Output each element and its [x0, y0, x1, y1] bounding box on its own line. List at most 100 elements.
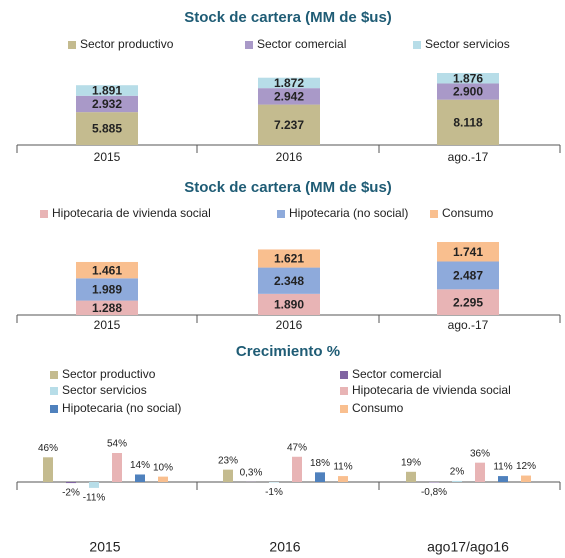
legend-label: Consumo — [352, 401, 404, 415]
bar-segment — [258, 249, 320, 268]
bar-segment — [258, 267, 320, 294]
data-label: 23% — [218, 455, 238, 466]
bar-segment — [258, 104, 320, 145]
data-label: 2.295 — [453, 295, 483, 309]
bar-segment — [76, 300, 138, 315]
bar — [406, 471, 416, 482]
x-tick-label: ago.-17 — [448, 150, 489, 164]
bar-segment — [76, 261, 138, 279]
legend-label: Hipotecaria de vivienda social — [352, 383, 511, 397]
data-label: -1% — [265, 487, 283, 498]
data-label: 11% — [333, 462, 352, 473]
data-label: 1.621 — [274, 252, 304, 266]
data-label: 1.872 — [274, 76, 304, 90]
data-label: 2% — [450, 467, 465, 478]
bar-segment — [258, 77, 320, 89]
data-label: -0,8% — [421, 487, 447, 498]
bar-segment — [258, 88, 320, 105]
x-tick-label: 2016 — [269, 539, 300, 555]
bar — [158, 476, 168, 482]
x-tick-label: 2015 — [94, 150, 121, 164]
bar — [269, 482, 279, 483]
data-label: 1.989 — [92, 283, 122, 297]
legend-label: Hipotecaria de vivienda social — [52, 206, 211, 220]
legend-swatch — [430, 210, 438, 218]
chart-title: Stock de cartera (MM de $us) — [184, 9, 392, 26]
legend-swatch — [413, 41, 421, 49]
data-label: 1.890 — [274, 298, 304, 312]
bar — [338, 476, 348, 482]
x-tick-label: ago17/ago16 — [427, 539, 509, 555]
legend-label: Sector comercial — [257, 37, 346, 51]
data-label: 11% — [493, 462, 512, 473]
legend-swatch — [245, 41, 253, 49]
data-label: -11% — [83, 493, 106, 504]
data-label: 1.741 — [453, 245, 483, 259]
legend-label: Hipotecaria (no social) — [62, 401, 181, 415]
bar — [521, 475, 531, 482]
legend-swatch — [277, 210, 285, 218]
bar — [89, 482, 99, 488]
x-tick-label: ago.-17 — [448, 318, 489, 332]
x-tick-label: 2016 — [276, 318, 303, 332]
data-label: 10% — [153, 462, 173, 473]
bar-segment — [76, 95, 138, 113]
legend-label: Sector productivo — [62, 367, 156, 381]
x-tick-label: 2016 — [276, 150, 303, 164]
data-label: 2.348 — [274, 274, 304, 288]
bar — [452, 480, 462, 482]
legend-label: Hipotecaria (no social) — [289, 206, 408, 220]
legend-label: Consumo — [442, 206, 494, 220]
data-label: 2.932 — [92, 97, 122, 111]
data-label: 1.891 — [92, 84, 122, 98]
data-label: 0,3% — [240, 467, 263, 478]
legend-swatch — [50, 387, 58, 395]
data-label: 5.885 — [92, 122, 122, 136]
bar-segment — [76, 278, 138, 301]
data-label: -2% — [62, 488, 80, 499]
data-label: 19% — [401, 457, 421, 468]
bar — [66, 482, 76, 484]
bar — [292, 456, 302, 482]
legend-label: Sector comercial — [352, 367, 441, 381]
bar-segment — [437, 73, 499, 84]
bar-segment — [437, 83, 499, 100]
data-label: 2.487 — [453, 269, 483, 283]
data-label: 8.118 — [453, 116, 483, 130]
legend-label: Sector productivo — [80, 37, 174, 51]
legend-swatch — [340, 371, 348, 379]
data-label: 14% — [130, 460, 150, 471]
bar — [315, 472, 325, 482]
legend-label: Sector servicios — [62, 383, 147, 397]
legend-swatch — [340, 387, 348, 395]
bar — [112, 453, 122, 482]
bar — [135, 474, 145, 482]
bar — [475, 462, 485, 482]
bar-segment — [76, 112, 138, 145]
data-label: 1.288 — [92, 301, 122, 315]
bar-segment — [437, 289, 499, 315]
legend-swatch — [340, 405, 348, 413]
data-label: 7.237 — [274, 118, 304, 132]
bar — [43, 457, 53, 482]
x-tick-label: 2015 — [94, 318, 121, 332]
bar-segment — [437, 261, 499, 290]
chart-title: Crecimiento % — [236, 343, 340, 360]
legend-swatch — [68, 41, 76, 49]
bar-segment — [76, 85, 138, 96]
bar-segment — [437, 242, 499, 262]
data-label: 47% — [287, 442, 307, 453]
data-label: 2.942 — [274, 90, 304, 104]
chart-title: Stock de cartera (MM de $us) — [184, 179, 392, 196]
legend-swatch — [50, 405, 58, 413]
bar — [223, 469, 233, 482]
data-label: 18% — [310, 458, 330, 469]
bar-segment — [258, 293, 320, 315]
data-label: 12% — [516, 461, 536, 472]
data-label: 1.876 — [453, 71, 483, 85]
data-label: 46% — [38, 443, 58, 454]
legend-label: Sector servicios — [425, 37, 510, 51]
legend-swatch — [40, 210, 48, 218]
data-label: 2.900 — [453, 85, 483, 99]
